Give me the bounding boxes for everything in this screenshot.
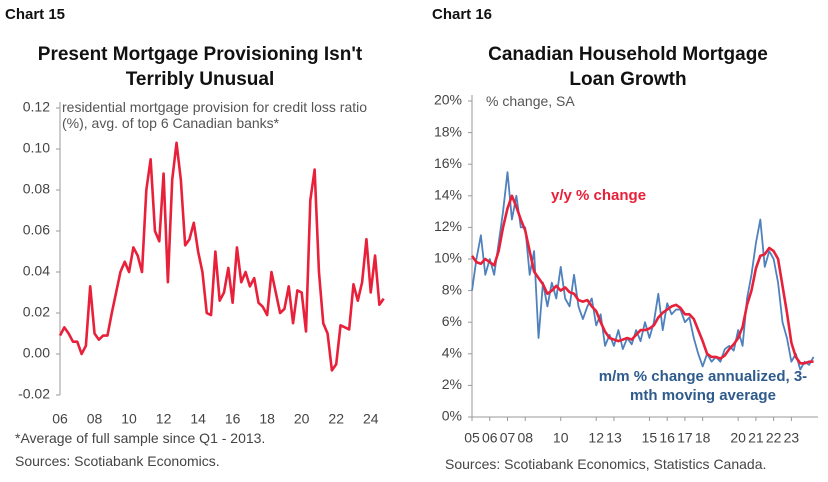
x-tick-label: 07 <box>500 430 516 446</box>
y-tick-label: 0.08 <box>23 181 50 197</box>
y-tick-label: 0% <box>442 408 462 424</box>
y-tick-label: 8% <box>442 281 462 297</box>
x-tick-label: 23 <box>784 430 800 446</box>
data-line <box>470 194 814 365</box>
x-tick-label: 18 <box>695 430 711 446</box>
x-tick-label: 20 <box>294 411 310 427</box>
x-tick-label: 05 <box>464 430 480 446</box>
chart-title: Present Mortgage Provisioning Isn't Terr… <box>37 44 363 90</box>
x-tick-label: 12 <box>588 430 604 446</box>
x-tick-label: 18 <box>259 411 275 427</box>
x-tick-label: 22 <box>328 411 344 427</box>
x-tick-label: 16 <box>659 430 675 446</box>
chart-label: Chart 16 <box>432 6 493 23</box>
x-tick-label: 22 <box>766 430 782 446</box>
y-tick-label: 20% <box>434 92 462 108</box>
x-tick-label: 14 <box>190 411 206 427</box>
y-tick-label: 0.00 <box>23 345 50 361</box>
y-tick-label: 0.12 <box>23 99 50 115</box>
x-tick-label: 15 <box>642 430 658 446</box>
x-tick-label: 06 <box>482 430 498 446</box>
y-tick-label: 0.04 <box>23 263 50 279</box>
x-tick-label: 21 <box>748 430 764 446</box>
chart-title: Canadian Household Mortgage Loan Growth <box>488 44 768 90</box>
chart-label: Chart 15 <box>5 6 66 23</box>
x-tick-label: 17 <box>677 430 693 446</box>
series-label: m/m % change annualized, 3-mth moving av… <box>598 368 808 404</box>
data-line <box>58 141 385 372</box>
y-tick-label: 14% <box>434 187 462 203</box>
y-tick-label: 16% <box>434 155 462 171</box>
series-label: y/y % change <box>551 187 647 204</box>
y-tick-label: 12% <box>434 218 462 234</box>
x-tick-label: 10 <box>121 411 137 427</box>
x-tick-label: 24 <box>363 411 379 427</box>
y-tick-label: 6% <box>442 313 462 329</box>
x-tick-label: 10 <box>553 430 569 446</box>
x-tick-label: 16 <box>225 411 241 427</box>
y-tick-label: 0.02 <box>23 304 50 320</box>
x-tick-label: 08 <box>87 411 103 427</box>
footnote: Sources: Scotiabank Economics, Statistic… <box>445 456 767 472</box>
y-tick-label: 2% <box>442 376 462 392</box>
y-axis-label: % change, SA <box>486 93 575 109</box>
y-tick-label: 0.06 <box>23 222 50 238</box>
y-tick-label: 18% <box>434 123 462 139</box>
series-label: residential mortgage provision for credi… <box>62 99 368 131</box>
footnote: Sources: Scotiabank Economics. <box>15 453 220 469</box>
x-tick-label: 13 <box>606 430 622 446</box>
y-tick-label: -0.02 <box>18 386 50 402</box>
data-line <box>471 171 815 371</box>
y-tick-label: 10% <box>434 250 462 266</box>
x-tick-label: 06 <box>52 411 68 427</box>
x-tick-label: 12 <box>156 411 172 427</box>
x-tick-label: 08 <box>517 430 533 446</box>
footnote: *Average of full sample since Q1 - 2013. <box>15 430 266 446</box>
y-tick-label: 0.10 <box>23 140 50 156</box>
y-tick-label: 4% <box>442 345 462 361</box>
x-tick-label: 20 <box>730 430 746 446</box>
